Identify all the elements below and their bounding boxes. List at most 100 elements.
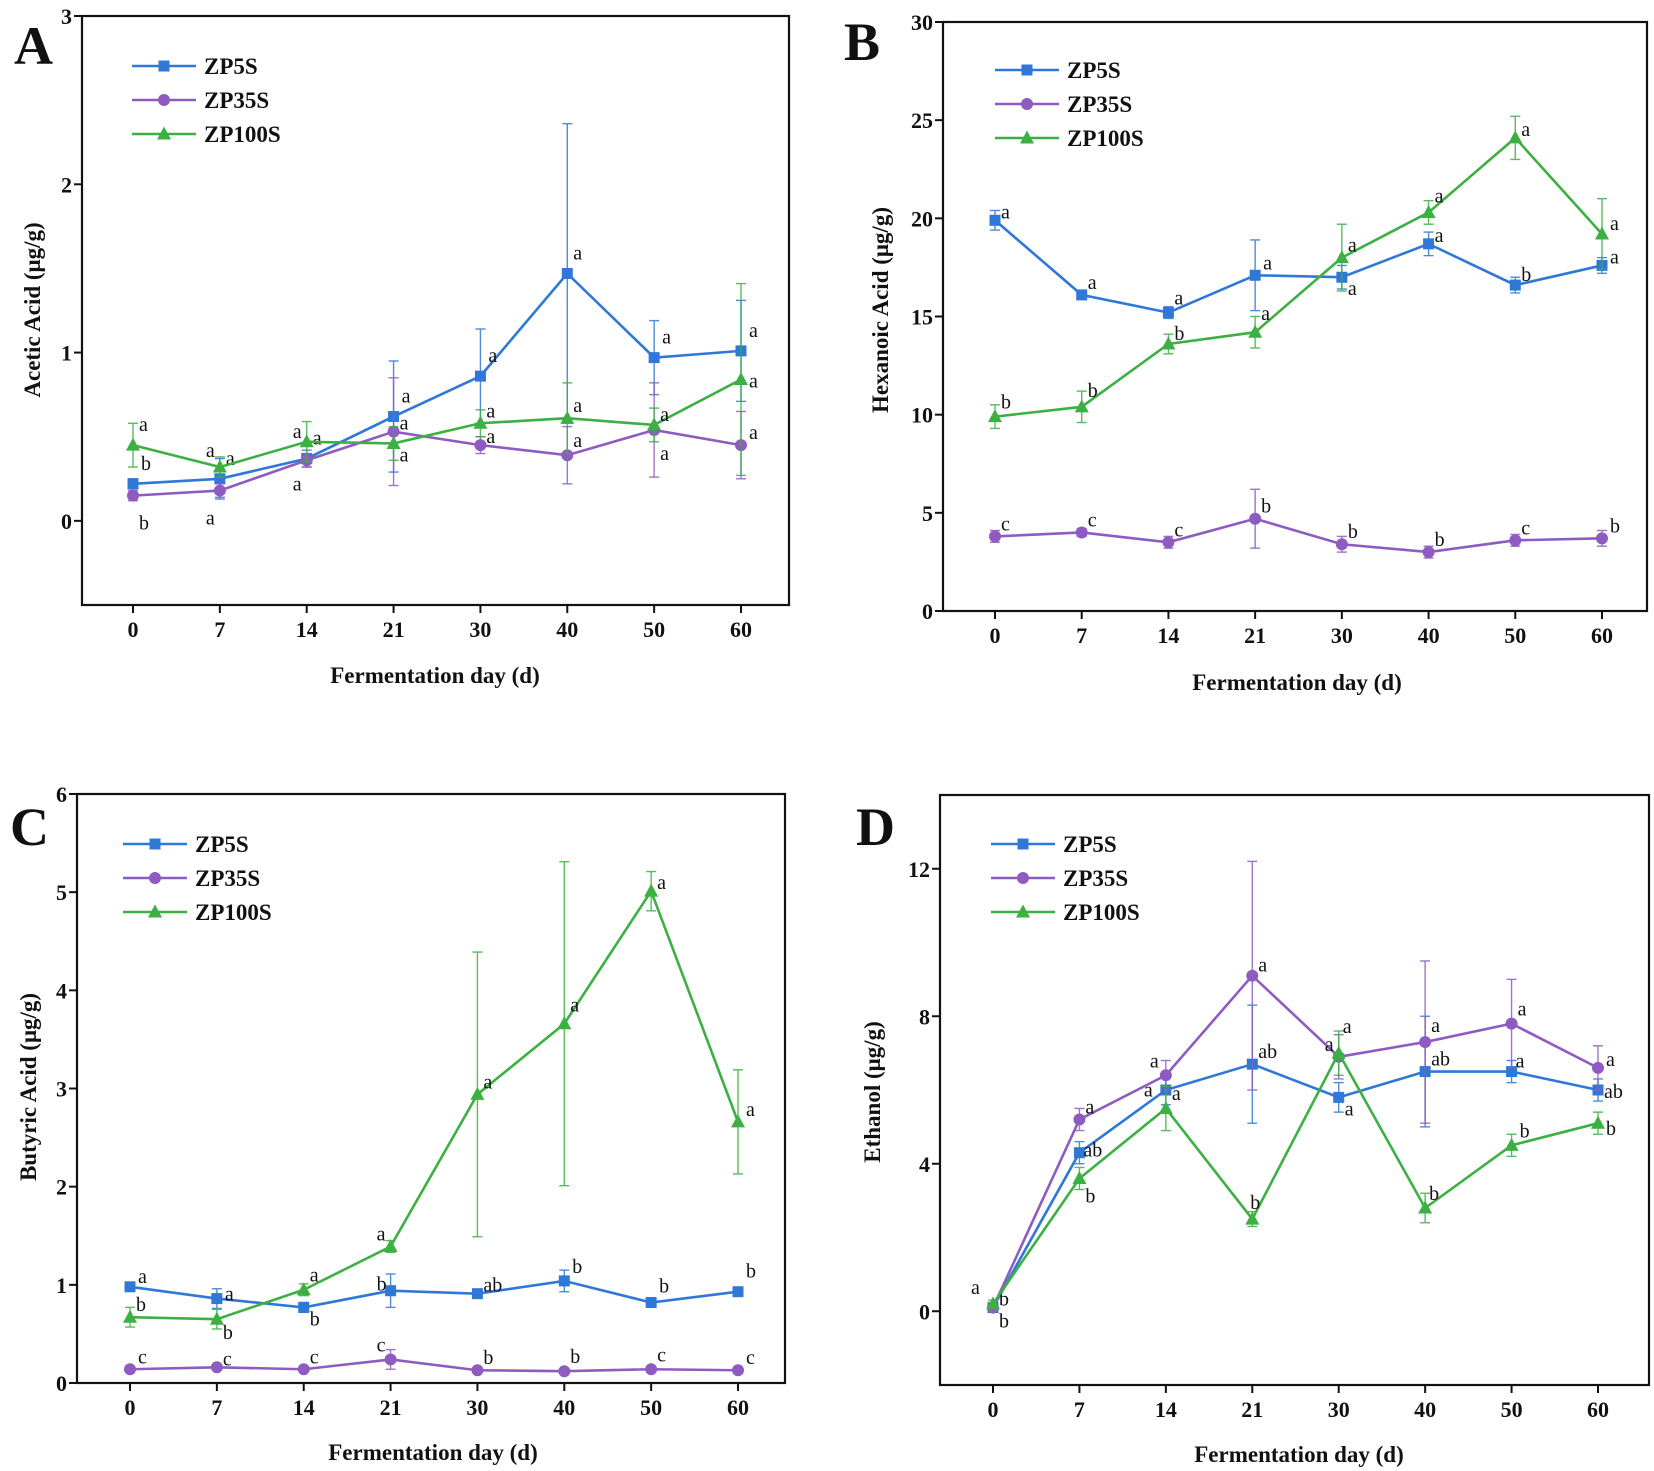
panel-c-zp100s-line [129, 888, 740, 1321]
panel-c-zp100s-point [731, 1114, 745, 1128]
panel-a-zp35s-line [132, 428, 742, 497]
panel-b-zp5s-line [994, 219, 1603, 314]
panel-b-y-axis-title: Hexanoic Acid (μg/g) [868, 207, 893, 413]
panel-d-zp35s-point [1159, 1069, 1172, 1082]
panel-b-zp35s-point [1249, 512, 1262, 525]
panel-c-letter: C [10, 797, 49, 857]
panel-d-legend-label-zp35s: ZP35S [1063, 866, 1128, 891]
panel-b-zp35s-point [1596, 532, 1608, 545]
panel-d-zp35s-point [1505, 1017, 1518, 1030]
panel-a-zp35s-point [213, 484, 226, 497]
panel-a-zp100s-significance-label: a [139, 414, 148, 436]
panel-b-zp100s-significance-label: a [1610, 213, 1619, 235]
panel-c-zp5s-point [298, 1301, 310, 1313]
panel-d-plot-frame [938, 793, 1651, 1387]
panel-d-legend-item-zp100s: ZP100S [991, 900, 1140, 925]
panel-b-zp35s-significance-label: c [1001, 513, 1010, 535]
panel-c-zp35s-point [384, 1353, 397, 1366]
panel-c-zp35s-point [558, 1365, 571, 1378]
panel-d-zp35s-point [1419, 1036, 1432, 1049]
panel-b-zp100s-significance-label: b [1088, 380, 1098, 402]
panel-c-legend-item-zp35s: ZP35S [123, 866, 260, 891]
panel-b-x-tick-label: 30 [1331, 623, 1353, 648]
panel-b-legend-marker-zp5s [1021, 64, 1033, 76]
panel-b-y-tick-label: 15 [911, 305, 933, 330]
panel-a-zp5s-line [132, 271, 742, 486]
panel-a-legend-label-zp5s: ZP5S [204, 54, 258, 79]
panel-c-zp100s-significance-label: a [746, 1099, 755, 1121]
panel-c-zp100s-point [557, 1016, 572, 1030]
panel-a-x-tick-label: 14 [296, 617, 318, 642]
panel-c-x-tick-label: 0 [125, 1395, 136, 1420]
panel-a-legend-item-zp35s: ZP35S [132, 88, 269, 113]
panel-b-zp5s-significance-label: a [1348, 278, 1357, 300]
panel-c-zp35s-point [645, 1363, 658, 1376]
panel-d-zp5s-significance-label: a [1516, 1051, 1525, 1073]
panel-c-zp5s-point [732, 1286, 744, 1298]
panel-c-zp35s-point [732, 1364, 744, 1377]
panel-b-zp100s-point [1421, 204, 1436, 218]
panel-d-zp35s-significance-label: a [1150, 1050, 1159, 1072]
panel-d-legend-item-zp5s: ZP5S [991, 832, 1117, 857]
panel-a-zp35s-significance-label: a [573, 430, 582, 452]
panel-d-zp35s-significance-label: a [1325, 1034, 1334, 1056]
panel-d-y-tick-label: 8 [919, 1004, 930, 1029]
panel-a-zp100s-significance-label: a [486, 400, 495, 422]
panel-d-zp5s-line [991, 1062, 1599, 1309]
panel-d-zp100s-significance-label: a [1144, 1079, 1153, 1101]
panel-b-zp35s-point [1422, 546, 1435, 559]
panel-a-zp100s-point [560, 410, 575, 424]
panel-b-zp100s-significance-label: a [1348, 235, 1357, 257]
panel-d-zp100s-significance-label: b [1520, 1120, 1530, 1142]
panel-d-zp100s-significance-label: b [1250, 1192, 1260, 1214]
panel-a-x-tick-label: 21 [383, 617, 405, 642]
panel-c-legend-label-zp5s: ZP5S [195, 832, 249, 857]
panel-b-legend-marker-zp35s [1021, 98, 1033, 110]
panel-a-x-tick-label: 0 [128, 617, 139, 642]
panel-a-zp35s-point [474, 439, 487, 452]
panel-a-zp5s-point [127, 478, 139, 490]
panel-b-zp100s-significance-label: a [1435, 185, 1444, 207]
panel-b-y-tick-label: 30 [911, 10, 933, 35]
panel-a-y-tick-label: 1 [61, 341, 72, 366]
panel-b-zp35s-point [1162, 536, 1175, 549]
panel-d-zp5s-significance-label: a [1172, 1083, 1181, 1105]
panel-d-zp5s-significance-label: ab [1258, 1041, 1277, 1063]
panel-c-zp5s-significance-label: b [659, 1276, 669, 1298]
panel-a-zp100s-point [299, 434, 314, 448]
panel-c-zp35s-significance-label: b [483, 1347, 493, 1369]
panel-b-y-tick-label: 5 [922, 501, 933, 526]
panel-c-zp35s-significance-label: c [746, 1347, 755, 1369]
panel-c-legend-marker-zp100s [148, 904, 162, 918]
panel-b-zp35s-significance-label: b [1610, 515, 1620, 537]
panel-a-letter: A [14, 16, 53, 76]
panel-c-zp5s-significance-label: b [746, 1261, 756, 1283]
panel-b-series-zp35s: c c c b b b c b [989, 488, 1620, 559]
panel-a-zp100s-significance-label: a [660, 404, 669, 426]
panel-a-x-tick-label: 30 [469, 617, 491, 642]
panel-b-zp5s-point [1509, 279, 1521, 291]
panel-b-zp100s-line [994, 136, 1603, 418]
panel-d-legend-label-zp5s: ZP5S [1063, 832, 1117, 857]
panel-a-zp100s-point [126, 437, 140, 451]
panel-c-x-tick-label: 21 [380, 1395, 402, 1420]
panel-b-zp5s-significance-label: a [1001, 201, 1010, 223]
panel-b-x-tick-label: 7 [1076, 623, 1087, 648]
panel-d-x-tick-label: 7 [1074, 1397, 1085, 1422]
panel-c-y-tick-label: 1 [56, 1273, 67, 1298]
panel-c-y-tick-label: 4 [56, 978, 67, 1003]
panel-a-zp5s-significance-label: a [573, 242, 582, 264]
panel-d-zp35s-significance-label: b [999, 1311, 1009, 1333]
panel-c-zp35s-line [129, 1358, 739, 1373]
panel-a-zp5s-significance-label: a [488, 345, 497, 367]
panel-d-zp5s-point [1073, 1147, 1085, 1159]
panel-c-x-tick-label: 7 [211, 1395, 222, 1420]
panel-a-plot-frame [80, 14, 791, 607]
panel-d-zp100s-point [1158, 1100, 1173, 1114]
panel-d-zp5s-point [1506, 1066, 1518, 1078]
panel-d-zp100s-significance-label: a [971, 1277, 980, 1299]
